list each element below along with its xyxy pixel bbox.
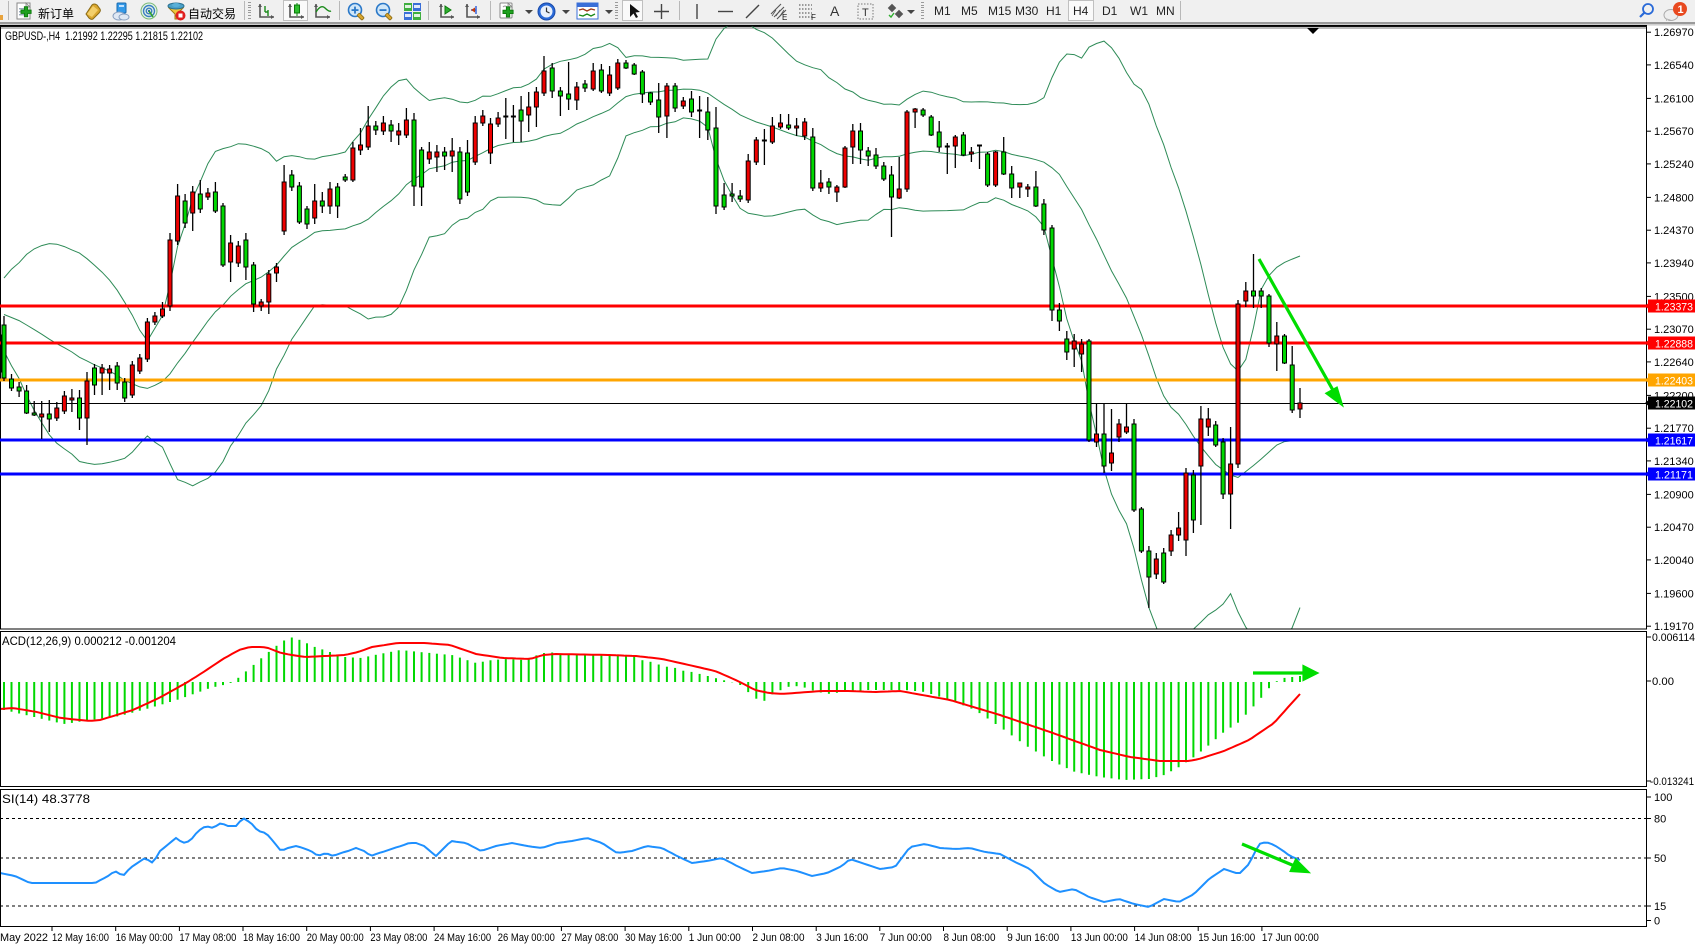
svg-text:27 May 08:00: 27 May 08:00 xyxy=(561,932,618,944)
svg-text:15 Jun 16:00: 15 Jun 16:00 xyxy=(1198,932,1255,944)
svg-text:18 May 16:00: 18 May 16:00 xyxy=(243,932,300,944)
svg-text:1 Jun 00:00: 1 Jun 00:00 xyxy=(689,932,741,944)
svg-text:ACD(12,26,9) 0.000212 -0.00120: ACD(12,26,9) 0.000212 -0.001204 xyxy=(2,634,176,648)
svg-text:1.24370: 1.24370 xyxy=(1654,225,1694,237)
svg-text:1.19600: 1.19600 xyxy=(1654,588,1694,600)
svg-text:1.22640: 1.22640 xyxy=(1654,357,1694,369)
svg-text:1.23373: 1.23373 xyxy=(1655,302,1693,314)
svg-text:0.006114: 0.006114 xyxy=(1652,632,1695,644)
svg-text:0.00: 0.00 xyxy=(1652,676,1674,688)
svg-text:1.22403: 1.22403 xyxy=(1655,376,1693,388)
svg-text:1.26100: 1.26100 xyxy=(1654,93,1694,105)
svg-text:30 May 16:00: 30 May 16:00 xyxy=(625,932,682,944)
svg-text:14 Jun 08:00: 14 Jun 08:00 xyxy=(1135,932,1192,944)
svg-text:2 Jun 08:00: 2 Jun 08:00 xyxy=(753,932,805,944)
svg-text:26 May 00:00: 26 May 00:00 xyxy=(498,932,555,944)
svg-text:17 Jun 00:00: 17 Jun 00:00 xyxy=(1262,932,1319,944)
svg-text:23 May 08:00: 23 May 08:00 xyxy=(370,932,427,944)
svg-text:16 May 00:00: 16 May 00:00 xyxy=(116,932,173,944)
svg-text:1: 1 xyxy=(1678,4,1684,16)
svg-text:1.25240: 1.25240 xyxy=(1654,159,1694,171)
svg-text:17 May 08:00: 17 May 08:00 xyxy=(179,932,236,944)
svg-text:1.22888: 1.22888 xyxy=(1655,339,1693,351)
svg-text:1.22102: 1.22102 xyxy=(1655,399,1693,411)
svg-text:E: E xyxy=(782,13,787,21)
svg-text:1.19170: 1.19170 xyxy=(1654,621,1694,633)
svg-text:80: 80 xyxy=(1654,814,1666,826)
svg-text:F: F xyxy=(811,13,816,21)
svg-text:1.23940: 1.23940 xyxy=(1654,258,1694,270)
svg-text:7 Jun 00:00: 7 Jun 00:00 xyxy=(880,932,932,944)
svg-text:13 Jun 00:00: 13 Jun 00:00 xyxy=(1071,932,1128,944)
svg-text:1.21770: 1.21770 xyxy=(1654,423,1694,435)
svg-text:8 Jun 08:00: 8 Jun 08:00 xyxy=(944,932,996,944)
svg-text:1.23070: 1.23070 xyxy=(1654,324,1694,336)
svg-text:SI(14) 48.3778: SI(14) 48.3778 xyxy=(2,792,90,806)
svg-text:20 May 00:00: 20 May 00:00 xyxy=(307,932,364,944)
svg-text:9 Jun 16:00: 9 Jun 16:00 xyxy=(1007,932,1059,944)
svg-text:-0.013241: -0.013241 xyxy=(1650,776,1694,788)
svg-text:GBPUSD-,H4 1.21992 1.22295 1.: GBPUSD-,H4 1.21992 1.22295 1.21815 1.221… xyxy=(5,29,203,43)
svg-text:1.20040: 1.20040 xyxy=(1654,555,1694,567)
svg-text:100: 100 xyxy=(1654,792,1672,804)
svg-text:1.26970: 1.26970 xyxy=(1654,27,1694,39)
svg-text:T: T xyxy=(862,7,869,19)
svg-text:1.24800: 1.24800 xyxy=(1654,192,1694,204)
svg-text:24 May 16:00: 24 May 16:00 xyxy=(434,932,491,944)
svg-text:12 May 16:00: 12 May 16:00 xyxy=(52,932,109,944)
svg-text:0: 0 xyxy=(1654,916,1660,928)
svg-text:1.20470: 1.20470 xyxy=(1654,522,1694,534)
svg-text:3 Jun 16:00: 3 Jun 16:00 xyxy=(816,932,868,944)
svg-text:1.26540: 1.26540 xyxy=(1654,60,1694,72)
svg-text:15: 15 xyxy=(1654,901,1666,913)
svg-text:50: 50 xyxy=(1654,853,1666,865)
svg-text:1.25670: 1.25670 xyxy=(1654,126,1694,138)
svg-text:1.21340: 1.21340 xyxy=(1654,456,1694,468)
svg-text:1.21617: 1.21617 xyxy=(1655,436,1693,448)
svg-text:1.21171: 1.21171 xyxy=(1655,470,1693,482)
svg-text:1.20900: 1.20900 xyxy=(1654,489,1694,501)
svg-text:May 2022: May 2022 xyxy=(0,932,48,944)
